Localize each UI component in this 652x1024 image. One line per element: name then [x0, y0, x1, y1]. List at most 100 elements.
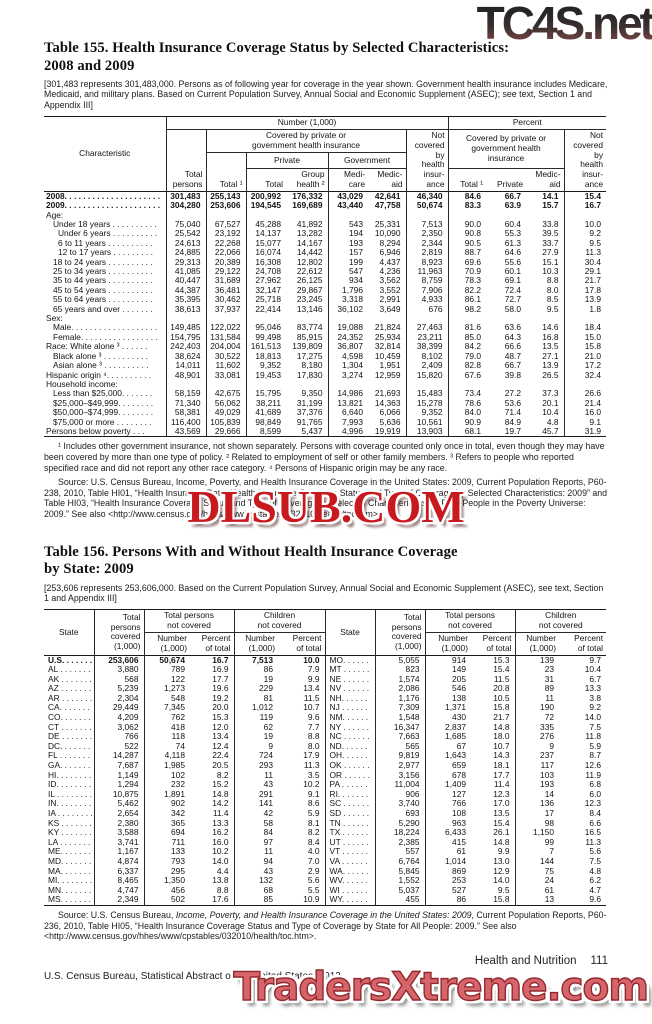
- cell: 67,527: [205, 220, 246, 230]
- cell: 1,294: [93, 780, 144, 790]
- cell: 6,764: [374, 856, 426, 867]
- cell: 41,689: [245, 408, 286, 418]
- cell: 157: [327, 248, 368, 258]
- table-row: Age:: [44, 210, 607, 221]
- state-label: FL . . . . . . .: [48, 751, 91, 761]
- cell: 2,991: [379, 295, 401, 305]
- cell: 1,371: [424, 703, 472, 714]
- cell: 14,287: [93, 751, 144, 762]
- col-not-covered-number: Not covered by health insur- ance: [405, 129, 449, 192]
- cell: 5.5: [307, 885, 320, 895]
- state-label: NH. . . . . .: [324, 693, 376, 704]
- state-label: MA. . . . . . .: [48, 866, 91, 876]
- cell: 14.6: [542, 323, 559, 333]
- cell: 49,029: [205, 408, 246, 418]
- cell: 1,685: [424, 732, 472, 742]
- cell: 16.2: [212, 828, 229, 838]
- cell: 17.6: [212, 895, 229, 905]
- cell: 14.0: [493, 876, 510, 886]
- cell: 823: [374, 665, 426, 675]
- cell: 3,741: [93, 837, 144, 848]
- colgroup-covered-percent: Covered by private or government health …: [447, 129, 565, 170]
- cell: 204,004: [205, 342, 246, 352]
- state-label: U.S. . . . . . .: [44, 654, 94, 666]
- cell: 2,349: [93, 895, 144, 906]
- cell: 21,693: [374, 389, 401, 399]
- cell: 9.5: [563, 238, 607, 249]
- cell: 118: [143, 732, 190, 742]
- cell: 253,606: [93, 654, 144, 666]
- cell: 365: [143, 818, 190, 829]
- cell: 68.1: [447, 426, 487, 437]
- cell: 42: [233, 809, 278, 819]
- cell: 1,552: [374, 876, 426, 886]
- table-row: MI. . . . . . . . 8,465 1,350 13.8 132 5.6 WV.…: [44, 876, 606, 886]
- cell: 9.2: [589, 703, 602, 713]
- cell: 127: [424, 789, 472, 800]
- table-row: Under 6 years . . . . . . . . . . 25,542 2…: [44, 229, 607, 239]
- cell: 6,640: [327, 408, 368, 418]
- cell: 193: [327, 238, 368, 249]
- cell: 11,004: [374, 780, 426, 790]
- col-total-persons: Total persons: [165, 129, 206, 192]
- cell: 13.3: [212, 818, 229, 828]
- cell: 11.4: [493, 780, 510, 790]
- state-label: NV . . . . . .: [324, 684, 376, 694]
- cell: 53.6: [504, 398, 522, 408]
- cell: 37,937: [205, 304, 246, 315]
- cell: 18.1: [493, 761, 510, 771]
- cell: [447, 379, 487, 390]
- col-children-percent-left: Percent of total: [292, 632, 322, 653]
- cell: 11.9: [585, 770, 602, 780]
- cell: 5.6: [307, 876, 320, 886]
- cell: 55.3: [504, 229, 522, 239]
- colgroup-children-left: Children not covered: [233, 609, 326, 633]
- cell: 19: [233, 732, 278, 742]
- cell: 72: [514, 713, 560, 723]
- col-notcovered-number-right: Number (1,000): [424, 632, 472, 656]
- cell: 10.7: [493, 741, 510, 751]
- cell: 19,919: [374, 426, 401, 436]
- cell: 42,641: [368, 190, 406, 202]
- col-notcovered-number-left: Number (1,000): [143, 632, 190, 656]
- cell: [405, 210, 449, 221]
- cell: 4,209: [93, 713, 144, 723]
- cell: 27.9: [542, 248, 559, 258]
- cell: 84: [233, 828, 278, 838]
- cell: 17.7: [212, 674, 229, 684]
- cell: 15.4: [493, 818, 510, 828]
- cell: 418: [143, 722, 190, 733]
- cell: 9.9: [307, 674, 320, 684]
- cell: 724: [233, 751, 278, 762]
- cell: 17.8: [563, 285, 607, 296]
- cell: 17,275: [296, 351, 323, 361]
- row-label: Age:: [46, 210, 64, 220]
- cell: 293: [233, 761, 278, 771]
- cell: 8,294: [379, 238, 401, 248]
- cell: 1,951: [379, 361, 401, 371]
- cell: 13.8: [212, 876, 229, 886]
- cell: 17,830: [296, 370, 323, 380]
- table-row: CA. . . . . . . 29,449 7,345 20.0 1,012 10.7 N…: [44, 703, 606, 714]
- cell: 13,146: [296, 304, 323, 314]
- cell: 29,122: [205, 267, 246, 277]
- cell: [165, 379, 206, 390]
- cell: 5,462: [93, 799, 144, 810]
- cell: 6,066: [379, 408, 401, 418]
- table155-title: Table 155. Health Insurance Coverage Sta…: [44, 40, 608, 75]
- cell: 766: [424, 799, 472, 810]
- cell: 15.1: [542, 257, 559, 267]
- cell: 10,090: [374, 229, 401, 239]
- cell: 149: [424, 665, 472, 675]
- cell: 35,395: [165, 295, 206, 305]
- cell: 565: [374, 741, 426, 752]
- cell: 44,387: [165, 285, 206, 296]
- cell: 1.8: [563, 304, 607, 315]
- cell: 105,839: [205, 417, 246, 427]
- state-label: NE . . . . . .: [324, 674, 376, 685]
- cell: 8,465: [93, 876, 144, 886]
- cell: [327, 379, 368, 390]
- cell: 9.6: [589, 895, 602, 905]
- cell: 14,137: [245, 229, 286, 239]
- cell: 116,400: [165, 417, 206, 427]
